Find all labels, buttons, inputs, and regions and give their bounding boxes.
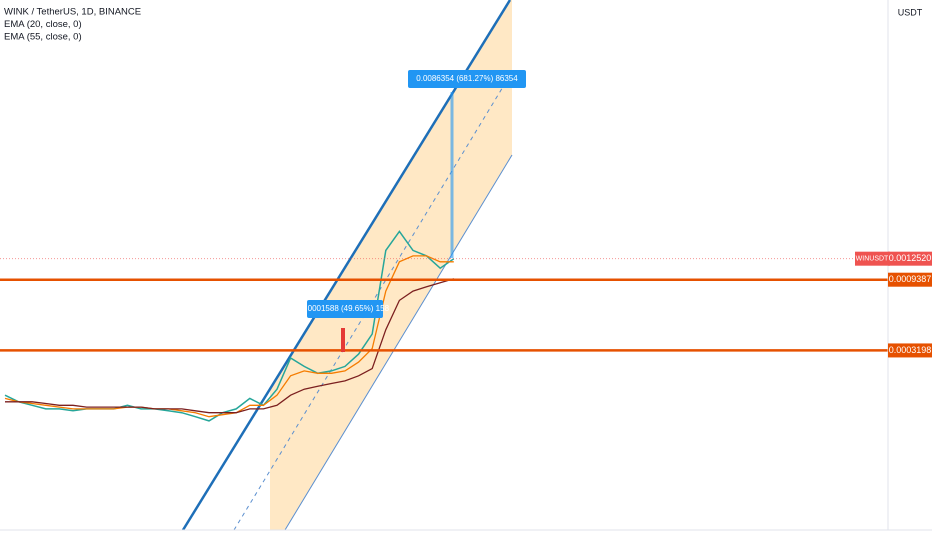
measure-box <box>408 70 526 88</box>
plot <box>0 230 888 422</box>
legend-entry: EMA (55, close, 0) <box>4 32 82 43</box>
last-price-tag <box>888 251 932 266</box>
last-price-label: 0.0012520 <box>889 253 932 263</box>
legend-entry: EMA (20, close, 0) <box>4 19 82 30</box>
channel-lower <box>284 154 513 531</box>
level-label: 0.0009387 <box>889 274 932 284</box>
legend-entry: WINK / TetherUS, 1D, BINANCE <box>4 7 141 18</box>
channel-upper <box>181 0 512 531</box>
last-price-name-tag <box>855 251 890 266</box>
last-price-name: WINUSDT <box>856 256 889 263</box>
series-line <box>5 278 454 414</box>
level-tag <box>888 272 932 287</box>
measure-label: 0.0086354 (681.27%) 86354 <box>416 74 518 83</box>
level-tag <box>888 343 932 358</box>
axis-unit: USDT <box>898 7 923 17</box>
series-line <box>4 255 454 418</box>
series-line <box>4 230 455 422</box>
measure-bar <box>341 328 345 352</box>
axis-labels: 0.0009387 0.0003198 WINUSDT 0.0012520 <box>855 251 932 358</box>
level-label: 0.0003198 <box>889 345 932 355</box>
measure-box <box>307 300 383 318</box>
measure-label: 0.0001588 (49.65%) 158 <box>301 304 390 313</box>
